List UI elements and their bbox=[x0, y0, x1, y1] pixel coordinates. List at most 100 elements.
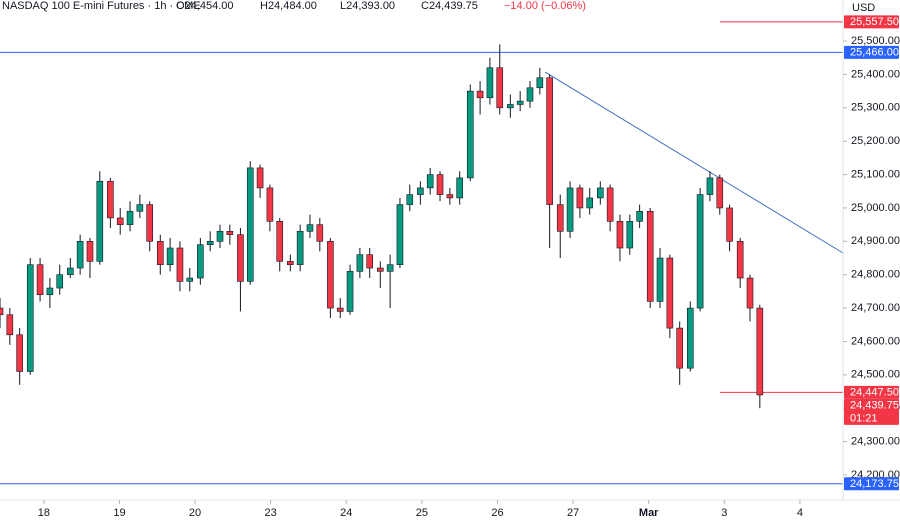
candle-body bbox=[86, 241, 94, 262]
candle-body bbox=[706, 177, 714, 195]
candle-body bbox=[216, 231, 224, 242]
candle-body bbox=[616, 220, 624, 249]
candle-body bbox=[676, 327, 683, 369]
candle-body bbox=[597, 187, 604, 199]
plot-area bbox=[0, 21, 844, 485]
candle-body bbox=[466, 90, 474, 179]
candle-body bbox=[526, 87, 534, 102]
candle-body bbox=[376, 267, 384, 272]
ohlc-high: H24,484.00 bbox=[260, 0, 317, 12]
candle-body bbox=[356, 254, 364, 272]
candle-body bbox=[386, 264, 394, 272]
candle-body bbox=[197, 244, 204, 279]
candle-body bbox=[46, 287, 54, 296]
candle-body bbox=[507, 104, 514, 109]
price-box-label: 24,439.75 bbox=[850, 400, 899, 412]
x-tick-label: 26 bbox=[491, 507, 503, 519]
ohlc-low: L24,393.00 bbox=[340, 0, 395, 12]
candle-body bbox=[496, 67, 504, 109]
candle-body bbox=[16, 334, 23, 372]
candle-body bbox=[176, 247, 184, 282]
y-tick-label: 25,400.00 bbox=[851, 68, 900, 80]
candle-body bbox=[606, 187, 614, 222]
candle-body bbox=[736, 241, 744, 279]
candle-body bbox=[366, 254, 374, 269]
y-tick-label: 24,500.00 bbox=[851, 369, 900, 381]
candle-body bbox=[656, 257, 664, 302]
price-box bbox=[844, 398, 899, 425]
countdown: 01:21 bbox=[850, 412, 878, 424]
y-tick-label: 25,300.00 bbox=[851, 102, 900, 114]
x-tick-label: 24 bbox=[340, 507, 352, 519]
candle-body bbox=[476, 90, 484, 99]
candle-body bbox=[726, 207, 733, 242]
y-tick-label: 24,700.00 bbox=[851, 302, 900, 314]
candle-body bbox=[107, 180, 114, 219]
candle-body bbox=[266, 187, 274, 222]
candle-body bbox=[646, 210, 654, 302]
candle-body bbox=[406, 194, 414, 205]
trendline bbox=[544, 71, 844, 254]
candle-body bbox=[166, 247, 174, 265]
ohlc-close: C24,439.75 bbox=[421, 0, 478, 12]
candle-body bbox=[0, 307, 4, 316]
y-tick-label: 25,200.00 bbox=[851, 135, 900, 147]
y-tick-label: 24,600.00 bbox=[851, 335, 900, 347]
price-box-label: 24,173.75 bbox=[850, 478, 899, 490]
candle-body bbox=[67, 267, 74, 275]
y-tick-label: 24,900.00 bbox=[851, 235, 900, 247]
currency: USD bbox=[852, 2, 875, 14]
candle-body bbox=[696, 194, 704, 309]
x-tick-label: 25 bbox=[416, 507, 428, 519]
candle-body bbox=[546, 77, 553, 205]
price-box bbox=[844, 385, 899, 399]
price-box-label: 25,557.50 bbox=[850, 16, 899, 28]
candle-body bbox=[626, 220, 634, 249]
price-box-label: 24,447.50 bbox=[850, 387, 899, 399]
candle-body bbox=[76, 241, 84, 269]
y-tick-label: 24,300.00 bbox=[851, 435, 900, 447]
candle-body bbox=[306, 224, 314, 232]
candle-body bbox=[536, 77, 544, 89]
y-tick-label: 25,000.00 bbox=[851, 202, 900, 214]
candle-body bbox=[316, 224, 324, 242]
candle-body bbox=[486, 67, 494, 99]
candle-body bbox=[336, 307, 344, 312]
candle-body bbox=[287, 261, 294, 265]
candle-body bbox=[126, 210, 134, 225]
candle-body bbox=[746, 277, 754, 309]
candle-body bbox=[756, 307, 764, 396]
y-tick-label: 25,500.00 bbox=[851, 35, 900, 47]
candle-body bbox=[136, 204, 144, 212]
x-tick-label: 18 bbox=[38, 507, 50, 519]
candle-body bbox=[556, 204, 564, 232]
price-box bbox=[844, 477, 899, 491]
candle-body bbox=[566, 187, 574, 232]
candle-body bbox=[56, 274, 64, 289]
price-box bbox=[844, 15, 899, 29]
x-tick-label: 3 bbox=[721, 507, 727, 519]
candle-body bbox=[186, 277, 194, 282]
candle-body bbox=[327, 241, 334, 309]
x-tick-label: 19 bbox=[113, 507, 125, 519]
candle-body bbox=[436, 174, 444, 195]
header: NASDAQ 100 E-mini Futures · 1h · CME O24… bbox=[2, 0, 875, 14]
candle-body bbox=[686, 307, 694, 369]
candle-body bbox=[156, 241, 164, 265]
candle-body bbox=[586, 197, 594, 209]
candle-body bbox=[226, 231, 234, 235]
candle-body bbox=[456, 177, 463, 199]
candle-body bbox=[116, 217, 124, 225]
candle-body bbox=[146, 204, 153, 242]
ohlc-open: O24,454.00 bbox=[176, 0, 234, 12]
candle-body bbox=[237, 234, 244, 282]
candle-body bbox=[346, 271, 354, 312]
candle-body bbox=[246, 167, 254, 282]
x-tick-label: 23 bbox=[265, 507, 277, 519]
candle-body bbox=[256, 167, 264, 189]
price-box-label: 25,466.00 bbox=[850, 47, 899, 59]
candle-body bbox=[716, 177, 724, 209]
